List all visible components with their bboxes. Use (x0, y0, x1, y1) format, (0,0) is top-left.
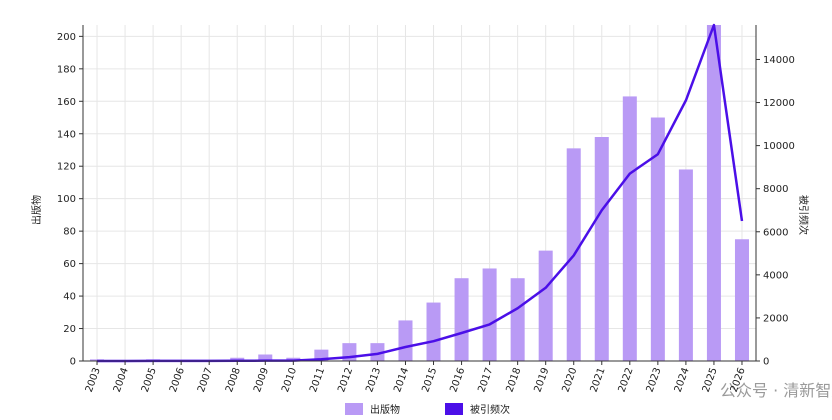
y-tick-label: 40 (63, 292, 76, 303)
x-tick-label: 2018 (504, 366, 523, 394)
x-tick-label: 2023 (645, 366, 664, 394)
y-tick-label: 120 (57, 162, 76, 173)
bar (230, 357, 245, 361)
bar (538, 250, 553, 361)
y-tick-label: 60 (63, 259, 76, 270)
x-tick-label: 2020 (561, 366, 580, 394)
x-tick-label: 2012 (336, 366, 355, 394)
legend-swatch (345, 403, 363, 415)
y-tick-label: 180 (57, 64, 76, 75)
bar (734, 239, 749, 361)
y-axis-title: 出版物 (30, 195, 43, 225)
x-tick-label: 2005 (140, 366, 159, 394)
x-tick-label: 2011 (308, 366, 327, 394)
bar (650, 117, 665, 362)
bar (482, 268, 497, 361)
bar (426, 302, 441, 361)
bar (454, 278, 469, 361)
x-tick-label: 2007 (196, 366, 215, 394)
legend-swatch (445, 403, 463, 415)
y2-tick-label: 14000 (763, 55, 795, 66)
bar (622, 96, 637, 361)
bar (510, 278, 525, 361)
x-tick-label: 2017 (476, 366, 495, 394)
x-tick-label: 2010 (280, 366, 299, 394)
x-tick-label: 2008 (224, 366, 243, 394)
y-tick-label: 80 (63, 227, 76, 238)
y2-tick-label: 4000 (763, 270, 788, 281)
y2-tick-label: 10000 (763, 141, 795, 152)
y-tick-label: 100 (57, 194, 76, 205)
x-tick-label: 2009 (252, 366, 271, 394)
bar (258, 354, 273, 361)
x-tick-label: 2006 (168, 366, 187, 394)
bar (314, 349, 329, 361)
line (97, 23, 744, 363)
legend-label: 出版物 (370, 403, 400, 416)
x-tick-label: 2025 (701, 366, 720, 394)
watermark: 公众号 · 清新智媒 (720, 381, 832, 400)
y2-tick-label: 6000 (763, 227, 788, 238)
x-tick-label: 2004 (112, 366, 131, 394)
x-tick-label: 2022 (617, 366, 636, 394)
bar (594, 137, 609, 361)
x-tick-label: 2016 (448, 366, 467, 394)
y-tick-label: 20 (63, 324, 76, 335)
y2-axis-title: 被引频次 (797, 195, 810, 235)
x-tick-label: 2013 (364, 366, 383, 394)
x-tick-label: 2015 (420, 366, 439, 394)
y2-tick-label: 12000 (763, 98, 795, 109)
bar (90, 359, 105, 361)
bar (370, 343, 385, 361)
y2-tick-label: 8000 (763, 184, 788, 195)
x-tick-label: 2014 (392, 366, 411, 394)
bar (678, 169, 693, 361)
bar (706, 25, 721, 361)
x-tick-label: 2021 (589, 366, 608, 394)
bar (398, 320, 413, 361)
x-tick-label: 2019 (532, 366, 551, 394)
y2-tick-label: 0 (763, 357, 769, 368)
y2-tick-label: 2000 (763, 313, 788, 324)
x-tick-label: 2003 (84, 366, 103, 394)
legend-label: 被引频次 (470, 403, 510, 416)
y-tick-label: 200 (57, 32, 76, 43)
y-tick-label: 140 (57, 129, 76, 140)
y-tick-label: 160 (57, 97, 76, 108)
y-tick-label: 0 (70, 357, 76, 368)
x-tick-label: 2024 (673, 366, 692, 394)
